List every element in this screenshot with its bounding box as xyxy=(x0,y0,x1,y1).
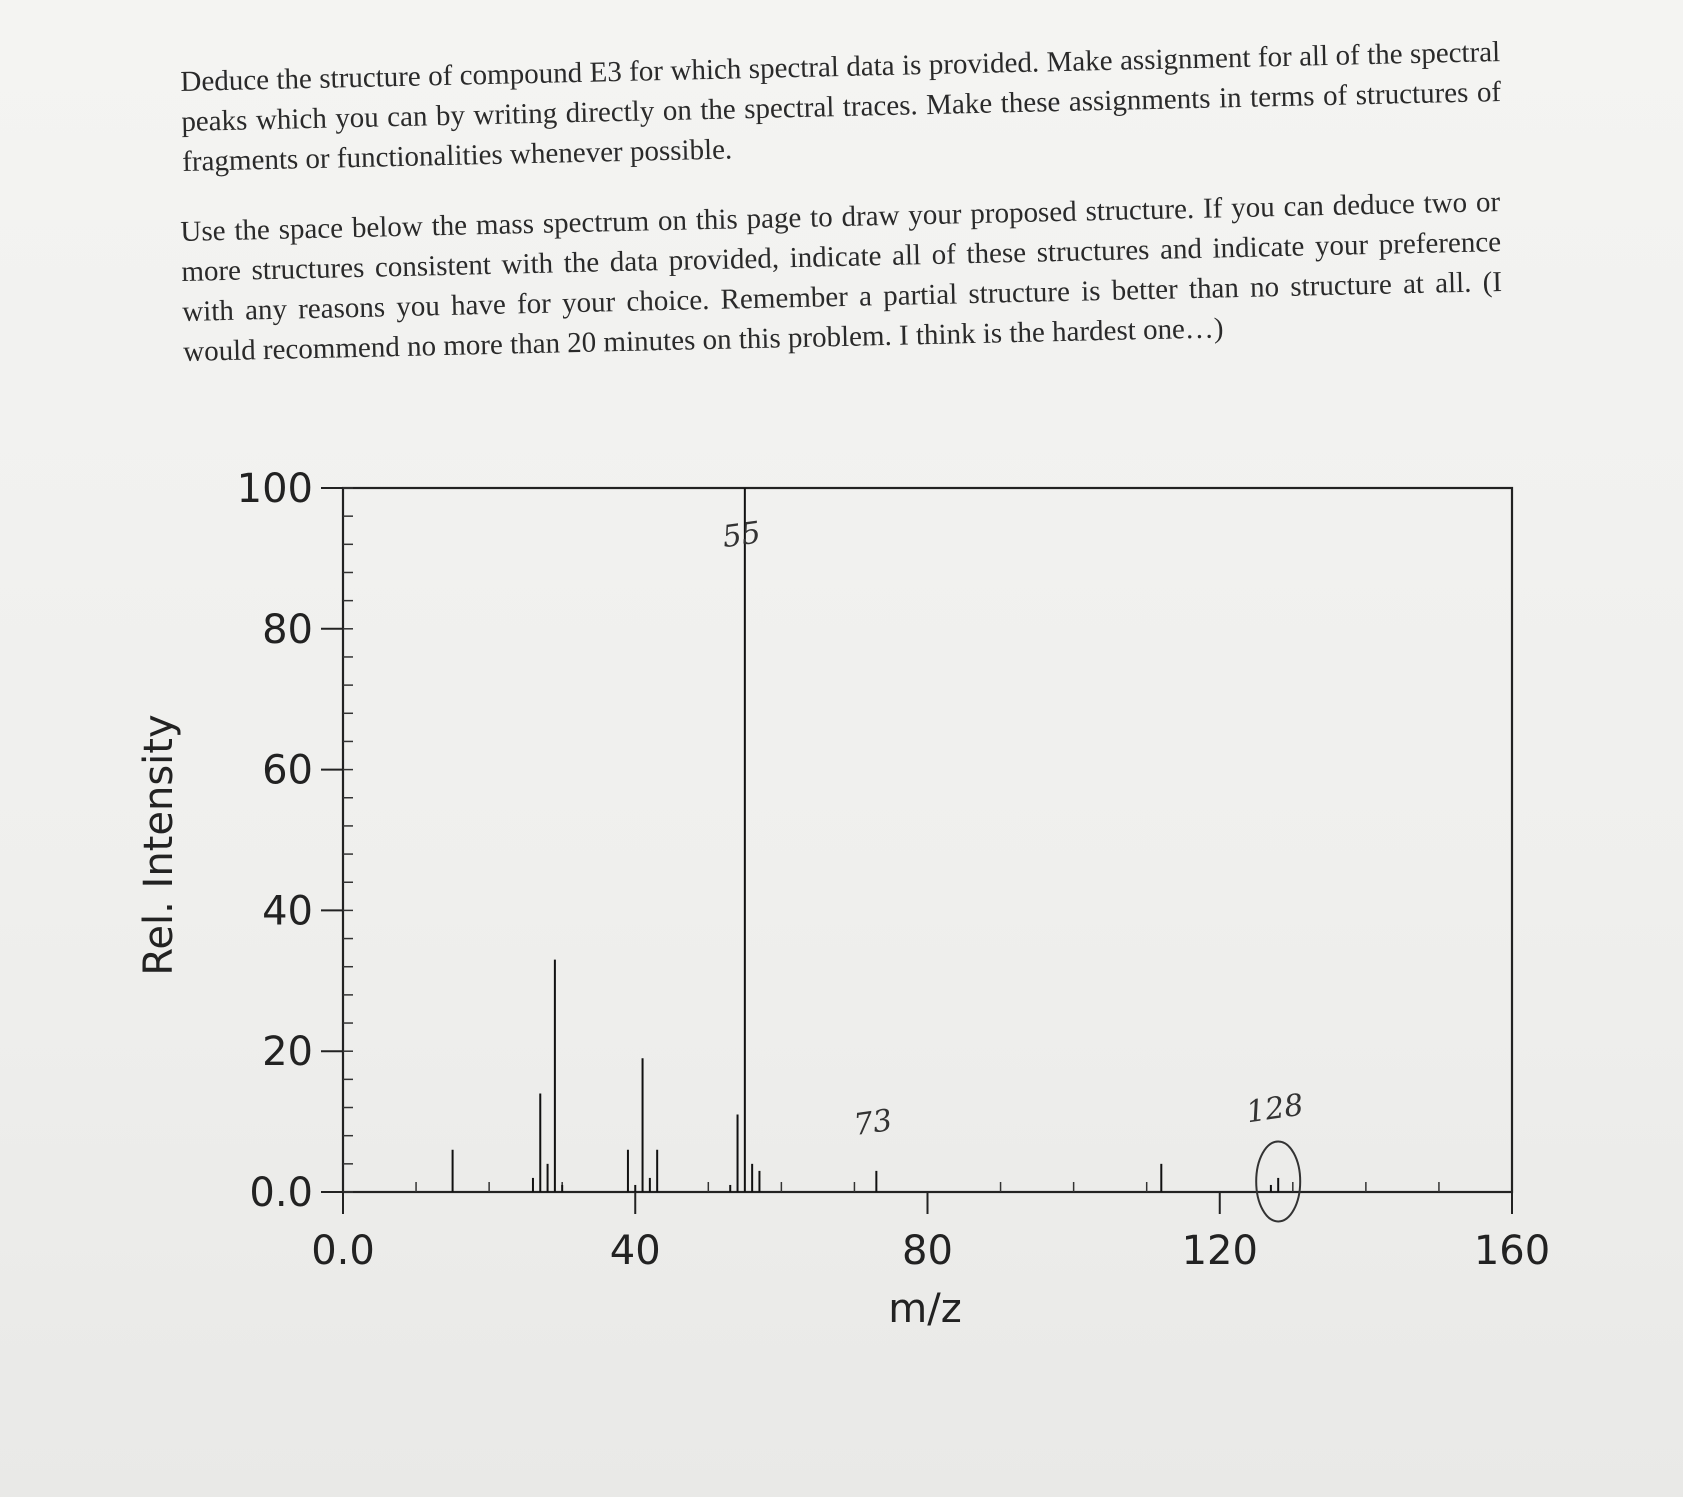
x-tick-label: 160 xyxy=(1474,1228,1550,1274)
x-tick-label: 80 xyxy=(902,1228,953,1274)
y-axis-ticks: 0.0 20 40 60 80 100 xyxy=(237,466,353,1216)
y-tick-label: 100 xyxy=(237,466,313,512)
plot-border xyxy=(341,486,1514,1194)
peak-annotation: 55 xyxy=(720,515,763,555)
x-tick-label: 0.0 xyxy=(311,1228,375,1274)
x-axis-ticks: 0.0 40 80 120 160 xyxy=(311,1182,1550,1274)
x-tick-label: 120 xyxy=(1182,1228,1258,1274)
y-tick-label: 80 xyxy=(262,607,313,653)
handwritten-annotations: 55 73 128 xyxy=(720,515,1306,1223)
y-tick-label: 20 xyxy=(262,1029,313,1075)
y-tick-label: 60 xyxy=(262,748,313,794)
y-tick-label: 40 xyxy=(262,888,313,934)
x-axis-title: m/z xyxy=(888,1286,961,1332)
spectrum-peaks xyxy=(451,488,1280,1192)
y-axis-title: Rel. Intensity xyxy=(136,714,182,975)
peak-annotation: 128 xyxy=(1244,1088,1306,1131)
molecular-ion-circle xyxy=(1255,1140,1302,1223)
plot-frame xyxy=(341,486,1514,1194)
peak-annotation: 73 xyxy=(852,1103,895,1143)
y-tick-label: 0.0 xyxy=(249,1170,313,1216)
x-tick-label: 40 xyxy=(610,1228,661,1274)
